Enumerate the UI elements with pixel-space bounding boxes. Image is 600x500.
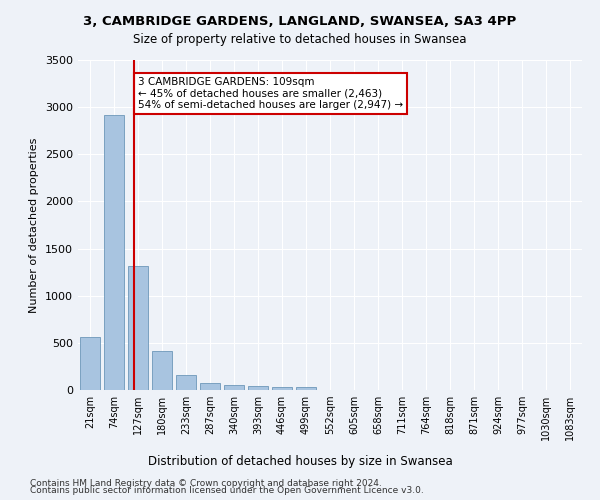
Text: Contains HM Land Registry data © Crown copyright and database right 2024.: Contains HM Land Registry data © Crown c… — [30, 478, 382, 488]
Bar — [152, 352, 172, 390]
Bar — [296, 386, 316, 390]
Bar — [248, 386, 268, 390]
Bar — [80, 337, 100, 390]
Bar — [200, 383, 220, 390]
Bar — [272, 386, 292, 390]
Text: Size of property relative to detached houses in Swansea: Size of property relative to detached ho… — [133, 32, 467, 46]
Text: 3, CAMBRIDGE GARDENS, LANGLAND, SWANSEA, SA3 4PP: 3, CAMBRIDGE GARDENS, LANGLAND, SWANSEA,… — [83, 15, 517, 28]
Y-axis label: Number of detached properties: Number of detached properties — [29, 138, 40, 312]
Text: 3 CAMBRIDGE GARDENS: 109sqm
← 45% of detached houses are smaller (2,463)
54% of : 3 CAMBRIDGE GARDENS: 109sqm ← 45% of det… — [138, 77, 403, 110]
Bar — [176, 376, 196, 390]
Text: Contains public sector information licensed under the Open Government Licence v3: Contains public sector information licen… — [30, 486, 424, 495]
Bar — [224, 385, 244, 390]
Bar — [128, 266, 148, 390]
Bar — [104, 114, 124, 390]
Text: Distribution of detached houses by size in Swansea: Distribution of detached houses by size … — [148, 455, 452, 468]
